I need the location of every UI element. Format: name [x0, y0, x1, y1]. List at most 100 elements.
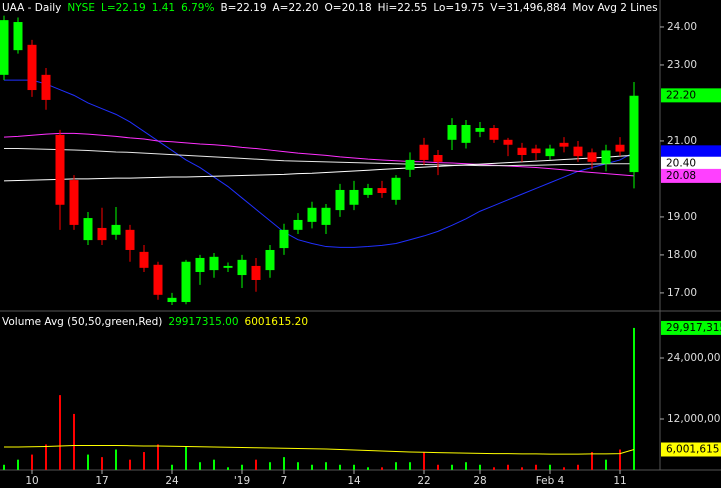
x-tick-label: 14 [347, 475, 361, 487]
value-tag [661, 168, 721, 183]
header-item: UAA - Daily [2, 2, 62, 14]
volume-bar [185, 446, 187, 470]
candle-body [13, 22, 23, 51]
candle-body [475, 128, 485, 132]
volume-tick-label: 24,000,000 [667, 352, 721, 364]
candle-body [111, 224, 121, 235]
x-tick-label: 28 [473, 475, 486, 487]
candle-body [83, 218, 93, 241]
header-item: 1.41 [151, 2, 176, 14]
candle-body [517, 147, 527, 155]
x-tick-label: 22 [417, 475, 430, 487]
volume-bar [535, 464, 537, 470]
candle-body [587, 152, 597, 162]
candle-body [335, 189, 345, 211]
x-tick-label: '19 [234, 475, 250, 487]
y-tick-label: 23.00 [667, 59, 697, 71]
volume-bar [437, 464, 439, 470]
volume-bar [633, 327, 635, 470]
volume-bar [507, 464, 509, 470]
candle-body [363, 188, 373, 195]
volume-bar [297, 462, 299, 470]
volume-bar [227, 467, 229, 470]
volume-bar [479, 464, 481, 470]
value-tag-label: 20.08 [666, 170, 696, 182]
candle-body [615, 144, 625, 152]
volume-bar [241, 464, 243, 470]
price-header: UAA - Daily NYSE L=22.19 1.41 6.79% B=22.19 A=… [2, 2, 658, 14]
candle-body [293, 219, 303, 230]
volume-bar [45, 444, 47, 470]
volume-bar [213, 459, 215, 470]
header-item: NYSE [67, 2, 95, 14]
candle-body [321, 207, 331, 225]
candle-body [55, 134, 65, 205]
candle-body [167, 297, 177, 303]
volume-bar [465, 462, 467, 470]
candle-body [69, 180, 79, 225]
candle-body [601, 150, 611, 164]
candle-body [237, 259, 247, 276]
volume-bar [73, 413, 75, 470]
value-tag [661, 156, 721, 171]
volume-bar [199, 462, 201, 470]
header-item: L=22.19 [100, 2, 146, 14]
candle-body [307, 207, 317, 222]
volume-bar [563, 467, 565, 470]
volume-bar [423, 452, 425, 470]
value-tag [661, 145, 721, 160]
candle-body [391, 177, 401, 200]
candle-body [531, 148, 541, 154]
volume-bar [591, 452, 593, 470]
volume-bar [619, 449, 621, 470]
candle-body [503, 139, 513, 145]
header-item: A=22.20 [272, 2, 319, 14]
volume-bar [549, 464, 551, 470]
header-item: V=31,496,884 [490, 2, 567, 14]
price-panel [0, 15, 639, 306]
volume-bar [521, 467, 523, 470]
candle-body [419, 144, 429, 160]
moving-average [3, 154, 635, 182]
header-item: 6.79% [181, 2, 215, 14]
y-tick-label: 17.00 [667, 287, 697, 299]
header-item: Mov Avg 2 Lines (Close,20 [572, 2, 658, 14]
candle-body [447, 124, 457, 140]
volume-bar [353, 464, 355, 470]
y-tick-label: 19.00 [667, 211, 697, 223]
volume-bar [17, 459, 19, 470]
value-tag-label: 20.40 [666, 158, 696, 170]
volume-bar [255, 459, 257, 470]
volume-bar [311, 464, 313, 470]
candle-body [41, 74, 51, 100]
volume-tick-label: 12,000,000 [667, 413, 721, 425]
candle-body [405, 159, 415, 170]
volume-bar [87, 454, 89, 470]
value-tag [661, 320, 721, 335]
volume-bar [143, 452, 145, 470]
candle-body [377, 188, 387, 193]
volume-bar [451, 464, 453, 470]
x-tick-label: 17 [95, 475, 108, 487]
moving-average [4, 79, 635, 248]
x-tick-label: Feb 4 [536, 475, 565, 487]
volume-bar [367, 467, 369, 470]
volume-bar [101, 457, 103, 470]
y-tick-label: 21.00 [667, 135, 697, 147]
volume-bar [577, 464, 579, 470]
value-tag-label: 22.20 [666, 89, 696, 101]
volume-bar [395, 462, 397, 470]
volume-bar [3, 464, 5, 470]
volume-bar [409, 462, 411, 470]
candle-body [97, 227, 107, 241]
volume-bar [605, 459, 607, 470]
header-item: Hi=22.55 [377, 2, 428, 14]
volume-bar [493, 467, 495, 470]
candle-body [139, 251, 149, 268]
moving-average [4, 148, 634, 167]
volume-bar [381, 467, 383, 470]
volume-bar [325, 462, 327, 470]
candle-body [349, 189, 359, 205]
candle-body [223, 265, 233, 268]
